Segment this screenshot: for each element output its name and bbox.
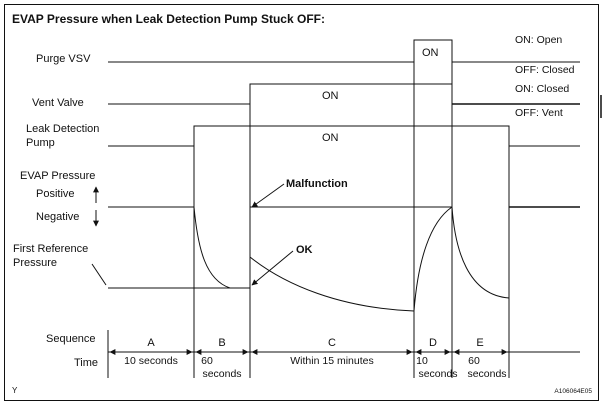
leak-pump-trace <box>108 125 580 147</box>
time-c: Within 15 minutes <box>290 355 373 367</box>
diagram-title: EVAP Pressure when Leak Detection Pump S… <box>12 12 325 26</box>
pressure-drop-b <box>193 206 231 289</box>
pump-on-label: ON <box>322 132 339 144</box>
time-b-1: 60 <box>201 355 213 367</box>
malfunction-annotation: Malfunction <box>286 178 348 190</box>
purge-vsv-trace <box>108 39 509 63</box>
pressure-rise-d <box>413 206 453 312</box>
time-e-1: 60 <box>468 355 480 367</box>
phase-b: B <box>218 337 225 349</box>
purge-open-state: ON: Open <box>515 34 562 46</box>
vent-closed-state: ON: Closed <box>515 83 569 95</box>
time-d-2: seconds <box>418 368 457 380</box>
vent-valve-label: Vent Valve <box>32 97 84 109</box>
malfunction-pointer <box>251 183 285 208</box>
vent-on-label: ON <box>322 90 339 102</box>
ok-pointer <box>251 250 294 286</box>
phase-d: D <box>429 337 437 349</box>
positive-label: Positive <box>36 188 75 200</box>
first-ref-pointer <box>91 263 107 286</box>
phase-a: A <box>147 337 155 349</box>
purge-closed-state: OFF: Closed <box>515 64 575 76</box>
ok-pressure-curve <box>249 256 415 312</box>
corner-mark: Y <box>12 386 18 395</box>
time-a: 10 seconds <box>124 355 178 367</box>
sequence-label: Sequence <box>46 333 96 345</box>
figure-code: A106064E05 <box>554 388 592 395</box>
outer-frame <box>4 4 599 401</box>
pressure-decay-e <box>451 206 510 299</box>
first-ref-label-1: First Reference <box>13 243 88 255</box>
evap-pressure-label: EVAP Pressure <box>20 170 95 182</box>
leak-pump-label-1: Leak Detection <box>26 123 99 135</box>
time-e-2: seconds <box>467 368 506 380</box>
leak-pump-label-2: Pump <box>26 137 55 149</box>
time-b-2: seconds <box>202 368 241 380</box>
purge-on-label: ON <box>422 47 439 59</box>
ok-annotation: OK <box>296 244 313 256</box>
vent-vent-state: OFF: Vent <box>515 107 563 119</box>
time-label: Time <box>74 357 98 369</box>
phase-e: E <box>476 337 483 349</box>
negative-label: Negative <box>36 211 79 223</box>
first-ref-label-2: Pressure <box>13 257 57 269</box>
time-d-1: 10 <box>416 355 428 367</box>
phase-c: C <box>328 337 336 349</box>
vent-valve-trace <box>108 83 580 105</box>
purge-vsv-label: Purge VSV <box>36 53 91 65</box>
